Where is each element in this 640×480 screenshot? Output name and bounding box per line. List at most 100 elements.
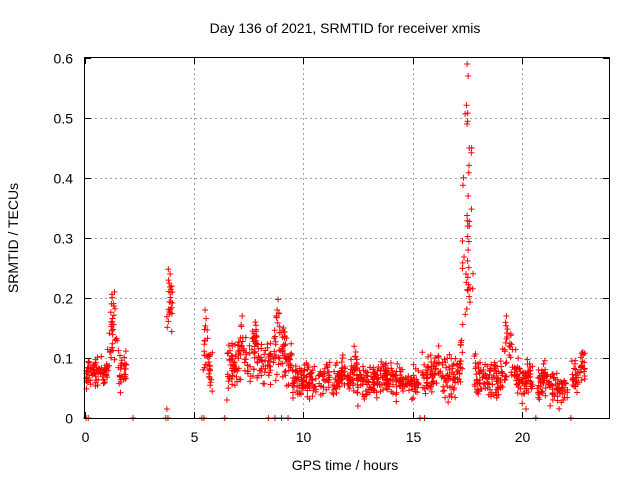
data-point [562,389,569,396]
data-point [514,389,521,396]
data-point [246,350,253,357]
data-point [384,381,391,388]
data-point [85,358,92,365]
data-point [354,389,361,396]
data-point-peak [435,343,442,349]
data-point [540,379,547,386]
data-point [232,341,239,348]
data-point [283,382,290,389]
data-point [518,376,525,383]
data-point [254,359,261,366]
data-point [494,380,501,387]
data-point [534,385,541,392]
data-point-peak [465,73,472,79]
data-point [493,392,500,399]
data-point [277,360,284,367]
data-point [456,370,463,377]
data-point [553,370,560,377]
data-point [319,390,326,397]
data-point [536,389,543,396]
data-point [324,363,331,370]
data-point [508,369,515,376]
data-point [461,253,468,260]
data-point [519,379,526,386]
data-point [120,362,127,369]
data-point [276,323,283,330]
data-point [332,385,339,392]
data-point [487,365,494,372]
data-point [236,339,243,346]
data-point [225,378,232,385]
data-point [454,378,461,385]
data-point [438,374,445,381]
data-point [249,328,256,335]
data-point [373,389,380,396]
data-point [206,373,213,380]
data-point [100,380,107,387]
data-point [355,376,362,383]
data-point [307,370,314,377]
data-point [402,381,409,388]
data-point-outlier [223,397,230,403]
data-point [370,379,377,386]
data-point [273,312,280,319]
data-point [97,369,104,376]
data-point [122,373,129,380]
data-point [440,383,447,390]
data-point [165,266,172,273]
data-point [201,341,208,348]
data-point-peak [239,313,246,319]
data-point [463,102,470,109]
data-point [385,380,392,387]
data-point [115,347,122,354]
data-point [432,355,439,362]
data-point [574,379,581,386]
data-point [446,351,453,358]
data-point [459,259,466,266]
data-point [346,377,353,384]
data-point [281,369,288,376]
data-point [103,361,110,368]
data-point [542,366,549,373]
x-tick-label: 15 [406,429,422,445]
data-point [503,322,510,329]
data-point [298,368,305,375]
data-point [323,386,330,393]
data-point [255,353,262,360]
data-point [504,333,511,340]
data-point [503,359,510,366]
data-point [462,110,469,117]
data-point [355,384,362,391]
data-point [471,383,478,390]
data-point [326,359,333,366]
axis-ticks: 0 5 10 15 20 0 0.1 0.2 0.3 0.4 0.5 0.6 [54,51,609,445]
data-point [525,368,532,375]
data-point [234,342,241,349]
data-point [271,348,278,355]
data-point [251,354,258,361]
data-point [508,372,515,379]
data-point [168,304,175,311]
data-point [301,367,308,374]
data-point [261,369,268,376]
data-point [581,373,588,380]
data-point [364,369,371,376]
data-point [388,388,395,395]
data-point [555,386,562,393]
data-point [283,355,290,362]
data-point [84,364,91,371]
data-point [457,364,464,371]
data-point [448,391,455,398]
data-point [107,309,114,316]
data-point [229,372,236,379]
data-point [579,358,586,365]
data-point [507,343,514,350]
data-point [362,378,369,385]
data-point [477,385,484,392]
x-tick-label: 20 [515,429,531,445]
data-point [332,362,339,369]
data-point [405,373,412,380]
data-point [466,299,473,306]
data-point [92,373,99,380]
